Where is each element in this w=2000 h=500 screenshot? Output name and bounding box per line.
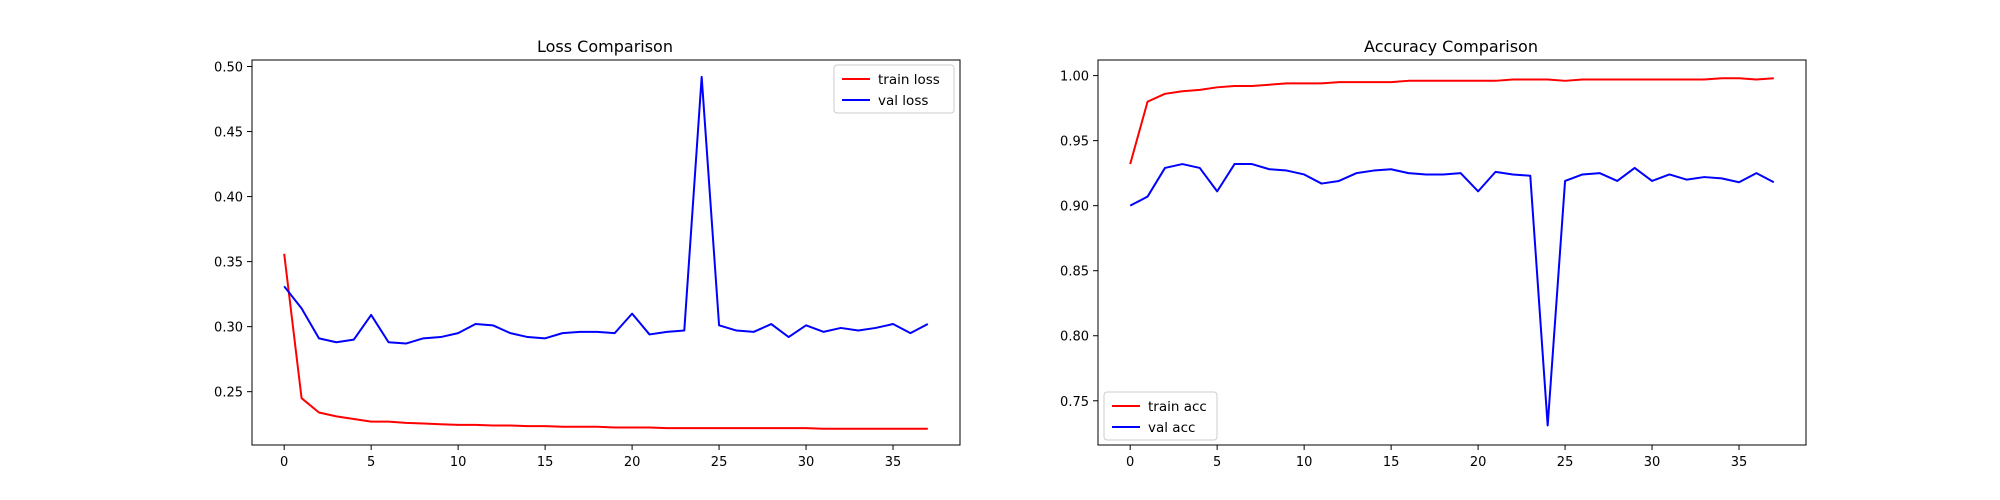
y-tick-label: 0.45: [214, 126, 243, 141]
x-tick-label: 5: [367, 455, 375, 470]
chart-title: Loss Comparison: [537, 37, 673, 56]
y-tick-label: 0.25: [214, 386, 243, 401]
series-line-train-loss: [283, 253, 928, 430]
legend: train acc val acc: [1103, 391, 1218, 441]
series-line-val-acc: [1129, 163, 1775, 427]
x-tick-label: 10: [1296, 455, 1313, 470]
x-tick-label: 0: [280, 455, 288, 470]
x-tick-label: 30: [798, 455, 815, 470]
loss-comparison-chart: Loss Comparison 0 5 10 15 20 25 30 35 0.25 0.30 0.…: [214, 37, 961, 470]
y-tick-label: 0.90: [1060, 200, 1089, 215]
legend-label-val-acc: val acc: [1148, 420, 1195, 436]
plot-area: 0 5 10 15 20 25 30 35 0.25 0.30 0.35 0.40 0.45 0.50: [214, 61, 929, 470]
y-tick-label: 0.30: [214, 321, 243, 336]
y-tick-label: 0.35: [214, 256, 243, 271]
x-tick-label: 0: [1126, 455, 1134, 470]
x-tick-label: 35: [885, 455, 902, 470]
y-tick-label: 0.40: [214, 191, 243, 206]
legend-label-val-loss: val loss: [878, 93, 928, 109]
y-tick-label: 0.50: [214, 61, 243, 76]
axes-frame: [251, 59, 961, 446]
series-line-val-loss: [283, 75, 929, 345]
accuracy-comparison-chart: Accuracy Comparison 0 5 10 15 20 25 30 35 0.75 0.…: [1060, 37, 1807, 470]
y-tick-label: 0.95: [1060, 135, 1089, 150]
x-tick-label: 35: [1731, 455, 1748, 470]
y-tick-label: 0.85: [1060, 265, 1089, 280]
chart-title: Accuracy Comparison: [1364, 37, 1538, 56]
x-tick-label: 10: [450, 455, 467, 470]
axes-frame: [1097, 59, 1807, 446]
x-tick-label: 20: [1470, 455, 1487, 470]
legend: train loss val loss: [833, 64, 955, 114]
series-line-train-acc: [1129, 77, 1774, 165]
x-tick-label: 25: [711, 455, 728, 470]
y-tick-label: 0.80: [1060, 330, 1089, 345]
x-tick-label: 25: [1557, 455, 1574, 470]
legend-label-train-acc: train acc: [1148, 399, 1207, 415]
x-tick-label: 15: [537, 455, 554, 470]
plot-area: 0 5 10 15 20 25 30 35 0.75 0.80 0.85 0.90 0.95 1.00: [1060, 70, 1775, 470]
legend-label-train-loss: train loss: [878, 72, 940, 88]
x-tick-label: 5: [1213, 455, 1221, 470]
x-tick-label: 20: [624, 455, 641, 470]
y-tick-label: 1.00: [1060, 70, 1089, 85]
x-tick-label: 30: [1644, 455, 1661, 470]
x-tick-label: 15: [1383, 455, 1400, 470]
y-tick-label: 0.75: [1060, 395, 1089, 410]
